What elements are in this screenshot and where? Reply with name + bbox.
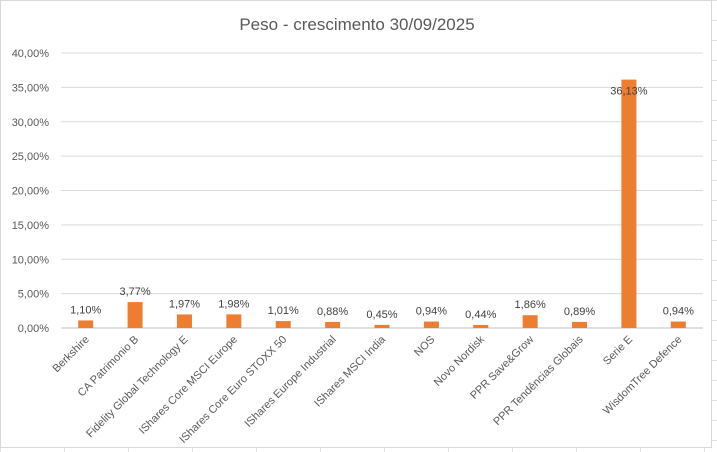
y-tick-label: 20,00% xyxy=(12,186,50,198)
y-tick-label: 40,00% xyxy=(12,48,50,60)
x-tick-label: Fidelity Global Technology E xyxy=(84,334,190,440)
y-tick-label: 15,00% xyxy=(12,220,50,232)
x-tick-label: Serie E xyxy=(601,334,635,368)
bar xyxy=(522,315,538,328)
x-tick-label: PPR Tendências Globais xyxy=(491,333,586,428)
x-tick-label: Novo Nordisk xyxy=(432,333,488,389)
bar xyxy=(423,321,439,328)
data-label: 0,45% xyxy=(366,309,397,321)
bar xyxy=(374,324,390,328)
x-tick-label: Berkshire xyxy=(50,334,91,375)
y-tick-label: 10,00% xyxy=(12,254,50,266)
bar xyxy=(473,324,489,328)
data-label: 0,44% xyxy=(465,309,496,321)
data-label: 36,13% xyxy=(610,86,648,98)
bar xyxy=(275,321,291,328)
data-label: 1,97% xyxy=(169,298,200,310)
bar xyxy=(325,321,341,328)
x-tick-label: IShares Core MSCI Europe xyxy=(137,334,240,437)
x-tick-label: IShares Europe Industrial xyxy=(242,334,338,430)
x-tick-label: IShares Core Euro STOXX 50 xyxy=(177,334,289,446)
bar xyxy=(176,314,192,328)
chart-title: Peso - crescimento 30/09/2025 xyxy=(239,15,475,34)
data-label: 0,88% xyxy=(317,306,348,318)
data-label: 0,89% xyxy=(564,306,595,318)
data-label: 3,77% xyxy=(119,286,150,298)
y-tick-label: 30,00% xyxy=(12,117,50,129)
bar xyxy=(226,314,242,328)
y-tick-label: 0,00% xyxy=(18,323,49,335)
x-tick-label: NOS xyxy=(412,334,437,359)
data-label: 0,94% xyxy=(416,306,447,318)
y-tick-label: 5,00% xyxy=(18,289,49,301)
data-label: 0,94% xyxy=(663,306,694,318)
bar xyxy=(670,321,686,328)
bar xyxy=(78,320,94,328)
bar xyxy=(127,302,143,328)
bar xyxy=(572,321,588,328)
data-label: 1,98% xyxy=(218,298,249,310)
bar xyxy=(621,79,637,328)
y-tick-label: 25,00% xyxy=(12,151,50,163)
data-label: 1,10% xyxy=(70,304,101,316)
data-label: 1,86% xyxy=(515,299,546,311)
y-tick-label: 35,00% xyxy=(12,82,50,94)
data-label: 1,01% xyxy=(268,305,299,317)
